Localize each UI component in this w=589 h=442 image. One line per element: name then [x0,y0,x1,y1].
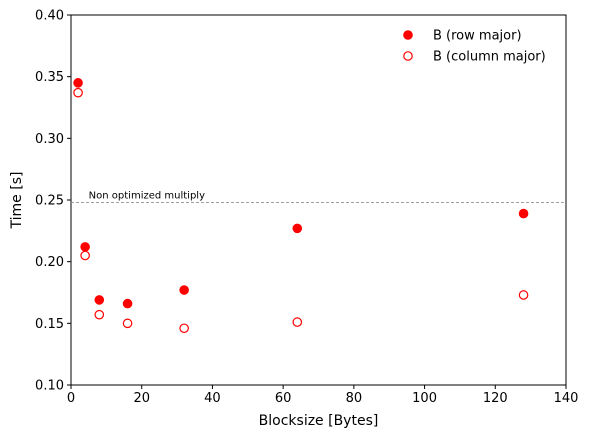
y-tick-label: 0.30 [35,132,64,147]
y-axis: 0.10 0.15 0.20 0.25 0.30 0.35 0.40 [35,9,71,394]
data-point-row-major [518,208,529,219]
x-tick-label: 60 [275,391,292,406]
y-axis-label: Time [s] [9,172,25,230]
x-tick-label: 40 [204,391,221,406]
data-point-row-major [179,285,189,295]
legend-marker [403,30,413,40]
data-point-row-major [94,295,105,305]
plot-area: Non optimized multiply [70,14,567,386]
x-tick-label: 100 [412,391,437,406]
x-tick-label: 0 [67,391,75,406]
data-point-row-major [73,78,83,88]
y-tick-label: 0.35 [35,70,64,85]
y-tick-label: 0.40 [35,9,64,24]
data-point-column-major [80,250,90,261]
x-axis: 0 20 40 60 80 100 120 140 [67,385,579,406]
reference-line-label: Non optimized multiply [89,190,205,201]
legend: B (row major) B (column major) [403,29,546,65]
data-point-row-major [292,223,303,234]
legend-label: B (column major) [433,50,546,65]
y-tick-label: 0.10 [35,379,64,394]
y-tick-label: 0.25 [35,194,64,209]
data-point-column-major [122,318,133,329]
y-tick-label: 0.15 [35,317,64,332]
y-tick-label: 0.20 [35,255,64,270]
data-point-column-major [292,317,303,327]
data-point-column-major [179,323,189,334]
legend-label: B (row major) [433,29,522,44]
x-axis-label: Blocksize [Bytes] [259,413,379,429]
x-tick-label: 140 [554,391,579,406]
x-tick-label: 120 [483,391,508,406]
data-point-column-major [73,87,83,98]
data-point-column-major [518,290,529,300]
data-point-row-major [122,298,133,309]
x-tick-label: 80 [346,391,363,406]
x-tick-label: 20 [133,391,150,406]
data-point-row-major [80,242,90,252]
legend-marker [403,51,413,61]
data-point-column-major [94,309,105,320]
